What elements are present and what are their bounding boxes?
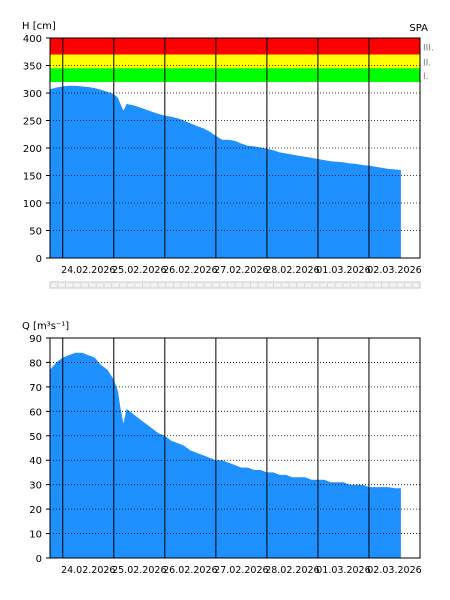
y-tick-label: 90	[29, 334, 42, 345]
discharge-axis-label: Q [m³s⁻¹]	[22, 321, 69, 332]
discharge-area	[50, 352, 401, 558]
time-scrollbar-ticks	[57, 283, 413, 287]
y-tick-label: 40	[29, 456, 42, 467]
water-level-chart: H [cm] SPA 0 50 100 150 200 250 300 350 400 24.0…	[22, 21, 434, 289]
y-tick-label: 300	[23, 89, 42, 100]
y-tick-label: 0	[36, 254, 42, 265]
y-tick-label: 30	[29, 481, 42, 492]
discharge-y-ticks: 0 10 20 30 40 50 60 70 80 90	[29, 334, 50, 565]
time-scrollbar[interactable]	[49, 281, 421, 289]
y-tick-label: 80	[29, 358, 42, 369]
series-area	[50, 352, 401, 558]
flood-level-label: II.	[423, 58, 431, 68]
date-tick-label: 27.02.2026	[214, 565, 268, 576]
y-tick-label: 350	[23, 62, 42, 73]
date-tick-label: 26.02.2026	[163, 565, 217, 576]
y-tick-label: 200	[23, 144, 42, 155]
flood-band-II	[50, 54, 420, 69]
discharge-grid	[50, 338, 420, 558]
water-level-area	[50, 85, 401, 258]
y-tick-label: 100	[23, 199, 42, 210]
date-tick-label: 28.02.2026	[265, 265, 319, 276]
flood-band-I	[50, 68, 420, 82]
date-tick-label: 25.02.2026	[112, 265, 166, 276]
water-level-y-ticks: 0 50 100 150 200 250 300 350 400	[23, 34, 50, 265]
station-code: SPA	[409, 23, 428, 34]
y-tick-label: 250	[23, 117, 42, 128]
discharge-plot-frame	[49, 337, 421, 559]
date-tick-label: 28.02.2026	[265, 565, 319, 576]
discharge-date-ticks: 24.02.202625.02.202626.02.202627.02.2026…	[61, 565, 422, 576]
y-tick-label: 150	[23, 172, 42, 183]
y-tick-label: 70	[29, 383, 42, 394]
date-tick-label: 26.02.2026	[163, 265, 217, 276]
y-tick-label: 50	[29, 227, 42, 238]
flood-level-label: I.	[423, 72, 429, 82]
date-tick-label: 02.03.2026	[367, 565, 421, 576]
y-tick-label: 10	[29, 530, 42, 541]
flood-level-bands	[50, 38, 420, 82]
y-tick-label: 50	[29, 432, 42, 443]
flood-band-III	[50, 38, 420, 55]
date-tick-label: 24.02.2026	[61, 265, 115, 276]
y-tick-label: 60	[29, 407, 42, 418]
series-area	[50, 85, 401, 258]
discharge-chart: Q [m³s⁻¹] 0 10 20 30 40 50 60 70 80 90 24.02.2026…	[22, 321, 422, 576]
y-tick-label: 20	[29, 505, 42, 516]
water-level-axis-label: H [cm]	[22, 21, 56, 32]
water-level-grid	[50, 38, 420, 258]
date-tick-label: 27.02.2026	[214, 265, 268, 276]
y-tick-label: 400	[23, 34, 42, 45]
date-tick-label: 01.03.2026	[316, 565, 370, 576]
date-tick-label: 24.02.2026	[61, 565, 115, 576]
flood-level-labels: III. II. I.	[423, 43, 434, 82]
date-tick-label: 02.03.2026	[367, 265, 421, 276]
date-tick-label: 25.02.2026	[112, 565, 166, 576]
date-tick-label: 01.03.2026	[316, 265, 370, 276]
flood-level-label: III.	[423, 43, 434, 53]
y-tick-label: 0	[36, 554, 42, 565]
water-level-date-ticks: 24.02.202625.02.202626.02.202627.02.2026…	[61, 265, 422, 276]
